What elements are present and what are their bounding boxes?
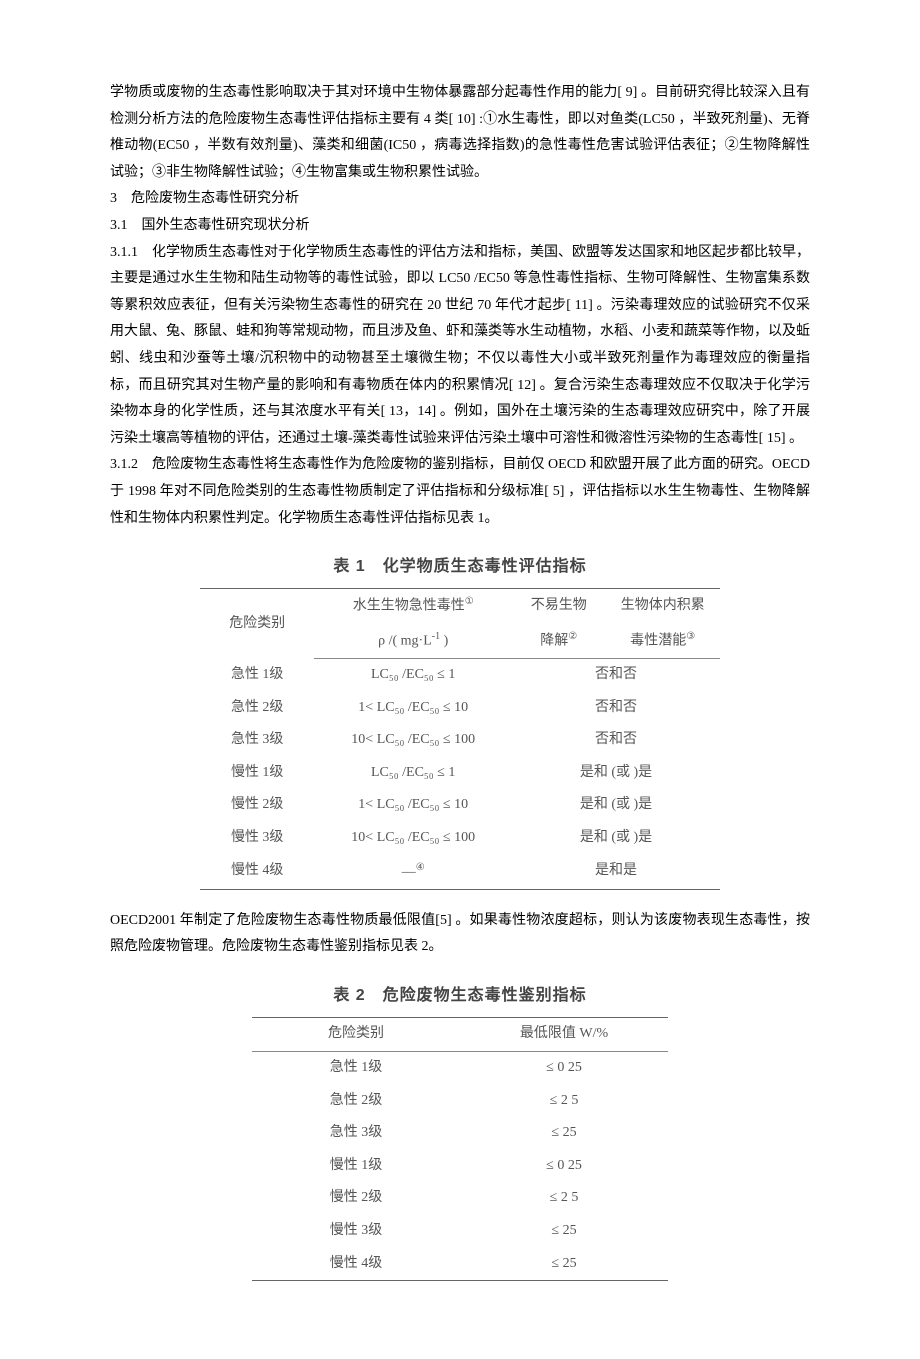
heading-section-3-1: 3.1 国外生态毒性研究现状分析 xyxy=(110,213,810,240)
table-row: 慢性 2级≤ 2 5 xyxy=(252,1182,668,1215)
document-page: 学物质或废物的生态毒性影响取决于其对环境中生物体暴露部分起毒性作用的能力[ 9]… xyxy=(0,0,920,1359)
table-row: 慢性 3级10< LC₅₀ /EC₅₀ ≤ 100是和 (或 )是 xyxy=(200,822,720,855)
cell-aquatic: —④ xyxy=(314,855,512,890)
cell-category: 慢性 2级 xyxy=(200,789,314,822)
cell-limit: ≤ 25 xyxy=(460,1248,668,1281)
table-1-head-category: 危险类别 xyxy=(200,589,314,659)
table-row: 急性 3级≤ 25 xyxy=(252,1117,668,1150)
table-1-head-aquatic-l2: ρ /( mg·L-1 ) xyxy=(314,624,512,659)
table-1-head-accum-l1: 生物体内积累 xyxy=(606,589,720,624)
cell-aquatic: 1< LC₅₀ /EC₅₀ ≤ 10 xyxy=(314,692,512,725)
cell-category: 慢性 4级 xyxy=(252,1248,460,1281)
cell-limit: ≤ 0 25 xyxy=(460,1051,668,1084)
table-row: 慢性 1级≤ 0 25 xyxy=(252,1150,668,1183)
cell-limit: ≤ 2 5 xyxy=(460,1182,668,1215)
table-2-head-limit: 最低限值 W/% xyxy=(460,1018,668,1052)
cell-category: 急性 1级 xyxy=(200,658,314,691)
table-2-head-category: 危险类别 xyxy=(252,1018,460,1052)
paragraph-3-1-1: 3.1.1 化学物质生态毒性对于化学物质生态毒性的评估方法和指标，美国、欧盟等发… xyxy=(110,240,810,453)
table-1-head-aquatic-l1: 水生生物急性毒性① xyxy=(314,589,512,624)
cell-biodeg-accum: 是和 (或 )是 xyxy=(512,757,720,790)
table-row: 慢性 4级≤ 25 xyxy=(252,1248,668,1281)
table-1-head-accum-l2: 毒性潜能③ xyxy=(606,624,720,659)
cell-category: 急性 1级 xyxy=(252,1051,460,1084)
cell-biodeg-accum: 否和否 xyxy=(512,658,720,691)
cell-biodeg-accum: 是和 (或 )是 xyxy=(512,789,720,822)
cell-limit: ≤ 25 xyxy=(460,1215,668,1248)
cell-limit: ≤ 2 5 xyxy=(460,1085,668,1118)
cell-category: 慢性 2级 xyxy=(252,1182,460,1215)
cell-category: 慢性 1级 xyxy=(200,757,314,790)
cell-category: 急性 2级 xyxy=(200,692,314,725)
table-1-container: 表 1 化学物质生态毒性评估指标 危险类别 水生生物急性毒性① 不易生物 生物体… xyxy=(200,552,720,890)
cell-limit: ≤ 0 25 xyxy=(460,1150,668,1183)
table-1: 危险类别 水生生物急性毒性① 不易生物 生物体内积累 ρ /( mg·L-1 )… xyxy=(200,588,720,889)
cell-category: 急性 3级 xyxy=(200,724,314,757)
table-row: 急性 2级1< LC₅₀ /EC₅₀ ≤ 10否和否 xyxy=(200,692,720,725)
cell-aquatic: 10< LC₅₀ /EC₅₀ ≤ 100 xyxy=(314,822,512,855)
table-2-title: 表 2 危险废物生态毒性鉴别指标 xyxy=(200,981,720,1011)
cell-aquatic: 1< LC₅₀ /EC₅₀ ≤ 10 xyxy=(314,789,512,822)
cell-category: 慢性 1级 xyxy=(252,1150,460,1183)
cell-limit: ≤ 25 xyxy=(460,1117,668,1150)
table-row: 急性 3级10< LC₅₀ /EC₅₀ ≤ 100否和否 xyxy=(200,724,720,757)
table-1-head-biodeg-l2: 降解② xyxy=(512,624,606,659)
cell-biodeg-accum: 否和否 xyxy=(512,724,720,757)
paragraph-between-tables: OECD2001 年制定了危险废物生态毒性物质最低限值[5] 。如果毒性物浓度超… xyxy=(110,908,810,961)
cell-category: 慢性 3级 xyxy=(252,1215,460,1248)
table-row: 慢性 2级1< LC₅₀ /EC₅₀ ≤ 10是和 (或 )是 xyxy=(200,789,720,822)
cell-aquatic: LC₅₀ /EC₅₀ ≤ 1 xyxy=(314,658,512,691)
cell-category: 急性 3级 xyxy=(252,1117,460,1150)
cell-category: 急性 2级 xyxy=(252,1085,460,1118)
cell-biodeg-accum: 否和否 xyxy=(512,692,720,725)
paragraph-3-1-2: 3.1.2 危险废物生态毒性将生态毒性作为危险废物的鉴别指标，目前仅 OECD … xyxy=(110,452,810,532)
cell-category: 慢性 3级 xyxy=(200,822,314,855)
cell-biodeg-accum: 是和 (或 )是 xyxy=(512,822,720,855)
table-row: 急性 1级≤ 0 25 xyxy=(252,1051,668,1084)
cell-category: 慢性 4级 xyxy=(200,855,314,890)
cell-aquatic: 10< LC₅₀ /EC₅₀ ≤ 100 xyxy=(314,724,512,757)
cell-biodeg-accum: 是和是 xyxy=(512,855,720,890)
table-row: 慢性 4级—④是和是 xyxy=(200,855,720,890)
table-1-head-biodeg-l1: 不易生物 xyxy=(512,589,606,624)
table-row: 慢性 3级≤ 25 xyxy=(252,1215,668,1248)
table-row: 急性 1级LC₅₀ /EC₅₀ ≤ 1否和否 xyxy=(200,658,720,691)
table-1-title: 表 1 化学物质生态毒性评估指标 xyxy=(200,552,720,582)
table-row: 慢性 1级LC₅₀ /EC₅₀ ≤ 1是和 (或 )是 xyxy=(200,757,720,790)
paragraph-intro: 学物质或废物的生态毒性影响取决于其对环境中生物体暴露部分起毒性作用的能力[ 9]… xyxy=(110,80,810,186)
cell-aquatic: LC₅₀ /EC₅₀ ≤ 1 xyxy=(314,757,512,790)
table-row: 急性 2级≤ 2 5 xyxy=(252,1085,668,1118)
table-2-container: 表 2 危险废物生态毒性鉴别指标 危险类别 最低限值 W/% 急性 1级≤ 0 … xyxy=(200,981,720,1281)
table-2: 危险类别 最低限值 W/% 急性 1级≤ 0 25急性 2级≤ 2 5急性 3级… xyxy=(252,1017,668,1281)
heading-section-3: 3 危险废物生态毒性研究分析 xyxy=(110,186,810,213)
